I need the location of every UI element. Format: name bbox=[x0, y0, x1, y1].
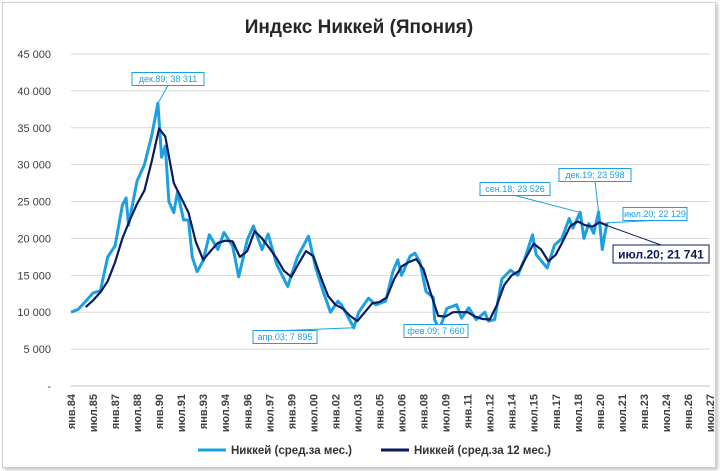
x-tick-label: июл.12 bbox=[485, 394, 497, 432]
chart-title: Индекс Никкей (Япония) bbox=[245, 17, 473, 38]
x-tick-label: янв.17 bbox=[551, 394, 563, 429]
annotation-label: июл.20; 22 129 bbox=[624, 209, 686, 219]
annotation-box bbox=[252, 330, 318, 344]
legend-label: Никкей (сред.за мес.) bbox=[231, 445, 352, 457]
x-tick-label: янв.05 bbox=[374, 394, 386, 429]
x-axis-ticks: янв.84 июл.85 янв.87 июл.88 янв.90 июл.91 янв.… bbox=[66, 393, 715, 432]
annotation-leader bbox=[514, 195, 581, 213]
annotation-box bbox=[403, 324, 469, 338]
series-line-12m bbox=[84, 127, 608, 323]
x-tick-label: янв.20 bbox=[595, 394, 607, 429]
x-tick-label: июл.06 bbox=[397, 394, 409, 432]
x-tick-label: янв.90 bbox=[154, 394, 166, 429]
legend: Никкей (сред.за мес.) Никкей (сред.за 12 … bbox=[198, 445, 551, 457]
y-tick-label: 30 000 bbox=[17, 160, 51, 172]
series-line-monthly bbox=[70, 101, 609, 331]
y-tick-label: 10 000 bbox=[17, 307, 51, 319]
legend-label: Никкей (сред.за 12 мес.) bbox=[414, 445, 551, 457]
x-tick-label: июл.18 bbox=[573, 394, 585, 432]
annotation-leader bbox=[607, 225, 662, 246]
x-tick-label: июл.00 bbox=[308, 394, 320, 432]
annotation-box bbox=[622, 207, 688, 221]
x-tick-label: июл.88 bbox=[132, 394, 144, 432]
y-tick-label: 45 000 bbox=[17, 49, 51, 61]
y-tick-label: - bbox=[47, 381, 51, 393]
annotation-label: дек.19; 23 598 bbox=[565, 170, 624, 180]
annotation-label: июл.20; 21 741 bbox=[618, 248, 704, 262]
x-tick-label: янв.11 bbox=[463, 394, 475, 429]
x-tick-label: янв.99 bbox=[286, 394, 298, 429]
x-tick-label: янв.84 bbox=[66, 393, 78, 429]
x-tick-label: янв.02 bbox=[330, 394, 342, 429]
chart-svg: Индекс Никкей (Япония) - 5 000 10 000 15 00… bbox=[17, 17, 715, 457]
x-tick-label: июл.97 bbox=[264, 394, 276, 432]
annotation-box bbox=[131, 72, 205, 86]
annotation-leader bbox=[594, 181, 600, 212]
series-lines bbox=[70, 101, 609, 331]
x-tick-label: июл.21 bbox=[617, 394, 629, 432]
grid bbox=[71, 53, 710, 387]
x-tick-label: янв.23 bbox=[639, 394, 651, 429]
x-tick-label: янв.26 bbox=[683, 394, 695, 429]
y-axis-ticks: - 5 000 10 000 15 000 20 000 25 000 30 000 35 0… bbox=[17, 49, 51, 393]
x-tick-label: янв.93 bbox=[198, 394, 210, 429]
annotation-box bbox=[558, 168, 632, 182]
x-tick-label: янв.08 bbox=[419, 394, 431, 429]
annotations: дек.89; 38 311 апр.03; 7 895 фев.09; 7 660… bbox=[131, 72, 710, 344]
x-tick-label: июл.85 bbox=[88, 394, 100, 432]
x-tick-label: янв.96 bbox=[242, 394, 254, 429]
y-tick-label: 35 000 bbox=[17, 123, 51, 135]
y-tick-label: 15 000 bbox=[17, 270, 51, 282]
x-tick-label: июл.91 bbox=[176, 394, 188, 432]
y-tick-label: 25 000 bbox=[17, 197, 51, 209]
y-tick-label: 40 000 bbox=[17, 86, 51, 98]
x-tick-label: янв.87 bbox=[110, 394, 122, 429]
annotation-box bbox=[612, 244, 710, 264]
x-tick-label: июл.09 bbox=[441, 394, 453, 432]
annotation-label: сен.18; 23 526 bbox=[485, 184, 545, 194]
annotation-box bbox=[479, 182, 551, 196]
annotation-label: дек.89; 38 311 bbox=[139, 74, 198, 84]
x-tick-label: июл.15 bbox=[529, 394, 541, 432]
x-tick-label: июл.94 bbox=[220, 393, 232, 432]
x-tick-label: июл.03 bbox=[352, 394, 364, 432]
x-tick-label: июл.27 bbox=[705, 394, 715, 432]
annotation-leader bbox=[157, 85, 169, 104]
y-tick-label: 20 000 bbox=[17, 233, 51, 245]
x-tick-label: июл.24 bbox=[661, 393, 673, 432]
annotation-label: фев.09; 7 660 bbox=[407, 326, 464, 336]
x-tick-label: янв.14 bbox=[507, 393, 519, 429]
annotation-label: апр.03; 7 895 bbox=[258, 332, 313, 342]
y-tick-label: 5 000 bbox=[23, 344, 51, 356]
